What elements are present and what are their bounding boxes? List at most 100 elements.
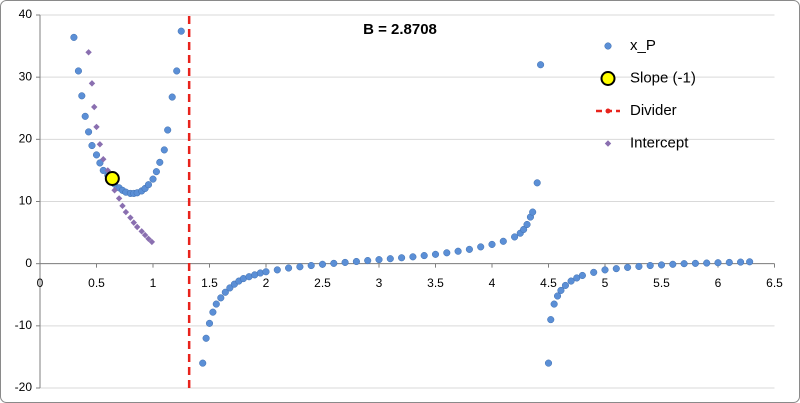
y-tick-label: -10 (15, 318, 33, 332)
point (70, 33, 78, 41)
point (217, 294, 225, 302)
point (578, 271, 586, 280)
point (145, 235, 152, 242)
point (78, 92, 86, 100)
point (81, 112, 89, 120)
point (398, 254, 406, 262)
point (746, 258, 754, 266)
point (115, 195, 123, 202)
point (96, 141, 104, 148)
point (533, 179, 541, 187)
x-tick-label: 2.5 (314, 276, 331, 290)
point (409, 253, 417, 261)
point (544, 359, 553, 367)
legend-swatch (600, 71, 616, 86)
point (691, 259, 699, 267)
point (164, 126, 172, 134)
point (148, 238, 156, 246)
point (330, 259, 338, 267)
point (529, 208, 537, 216)
point (646, 261, 654, 270)
point (168, 93, 176, 101)
point (703, 259, 711, 267)
point (173, 67, 181, 75)
point (635, 262, 643, 271)
legend-label: Intercept (630, 134, 689, 151)
point (144, 181, 153, 189)
legend-swatch (604, 140, 612, 147)
point (285, 264, 293, 272)
point (127, 214, 134, 221)
point (601, 266, 609, 274)
y-tick-label: 40 (19, 7, 33, 21)
point (488, 240, 496, 248)
point (85, 49, 92, 56)
point (202, 334, 210, 342)
point (96, 159, 104, 167)
point (477, 243, 485, 251)
point (550, 300, 558, 308)
point (177, 27, 185, 35)
point (352, 257, 360, 266)
legend-label: Divider (630, 102, 677, 119)
point (318, 260, 327, 268)
point (547, 316, 555, 324)
y-tick-label: 20 (19, 132, 33, 146)
point (100, 156, 107, 163)
x-tick-label: 3 (376, 276, 383, 290)
point (737, 258, 745, 266)
point (657, 261, 666, 269)
point (420, 252, 428, 260)
point (221, 288, 229, 296)
point (88, 80, 96, 87)
point (212, 300, 220, 308)
point (209, 308, 217, 316)
point (88, 142, 96, 150)
point (307, 261, 315, 270)
y-tick-label: 0 (25, 256, 32, 270)
point (262, 268, 270, 276)
point (160, 146, 168, 154)
point (104, 170, 120, 186)
point (119, 202, 126, 210)
point (624, 263, 632, 271)
legend-swatch (605, 108, 611, 114)
point (386, 255, 394, 263)
point (92, 151, 101, 159)
point (520, 225, 528, 234)
legend: x_P Slope (-1) Divider Intercept (596, 37, 696, 151)
y-tick-label: -20 (15, 380, 33, 394)
x-tick-label: 2 (263, 276, 270, 290)
point (152, 168, 160, 176)
y-tick-label: 30 (19, 69, 33, 83)
x-tick-label: 0 (37, 276, 44, 290)
point (567, 277, 575, 285)
point (93, 123, 100, 131)
point (141, 231, 149, 239)
point (454, 247, 462, 255)
x-tick-label: 1.5 (201, 276, 218, 290)
y-tick-label: 10 (19, 194, 33, 208)
point (612, 265, 620, 273)
point (273, 266, 281, 274)
x-tick-label: 3.5 (427, 276, 444, 290)
point (149, 175, 157, 183)
point (122, 208, 130, 216)
point (156, 158, 164, 166)
point (296, 263, 304, 271)
point (725, 258, 733, 266)
legend-label: Slope (-1) (630, 69, 696, 86)
point (205, 319, 214, 327)
point (364, 257, 372, 265)
point (537, 61, 545, 69)
legend-label: x_P (630, 37, 656, 54)
point (133, 223, 141, 231)
x-tick-label: 4 (489, 276, 496, 290)
legend-swatch (604, 42, 612, 50)
point (499, 237, 507, 245)
point (138, 228, 145, 235)
point (511, 233, 519, 241)
point (561, 281, 570, 289)
point (680, 260, 688, 268)
